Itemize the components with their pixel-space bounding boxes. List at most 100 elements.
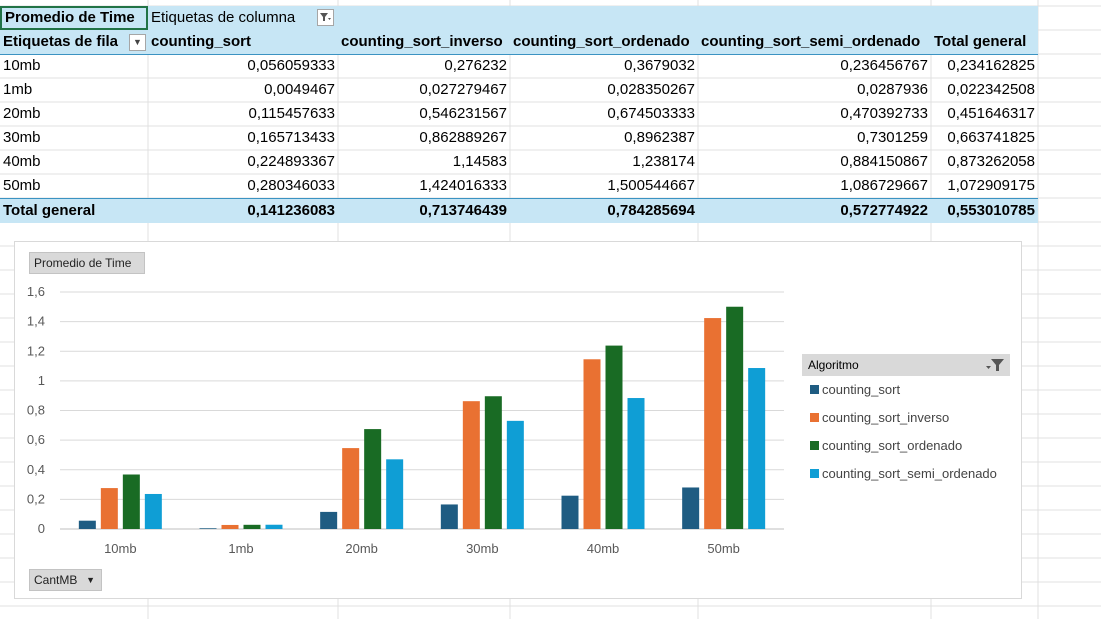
value-cell[interactable]: 0,115457633 <box>248 105 335 122</box>
column-header-semi-ordenado: counting_sort_semi_ordenado <box>701 33 921 50</box>
value-cell[interactable]: 0,234162825 <box>947 57 1035 74</box>
bar-counting-sort-semi-ordenado[interactable] <box>144 493 162 529</box>
bar-counting-sort[interactable] <box>199 528 217 529</box>
legend-field-button[interactable]: Algoritmo <box>802 354 1010 376</box>
value-cell[interactable]: 1,14583 <box>452 153 507 170</box>
column-header-total: Total general <box>934 33 1027 50</box>
value-cell[interactable]: 0,713746439 <box>419 202 507 219</box>
value-cell[interactable]: 0,0287936 <box>857 81 928 98</box>
value-cell[interactable]: 0,224893367 <box>247 153 335 170</box>
value-cell[interactable]: 1,238174 <box>632 153 695 170</box>
legend-item[interactable]: counting_sort_inverso <box>810 410 949 426</box>
value-cell[interactable]: 1,072909175 <box>947 177 1035 194</box>
value-cell[interactable]: 0,8962387 <box>624 129 695 146</box>
bar-counting-sort-ordenado[interactable] <box>484 396 502 529</box>
value-cell[interactable]: 0,0049467 <box>264 81 335 98</box>
row-label[interactable]: Total general <box>3 202 96 219</box>
value-cell[interactable]: 0,674503333 <box>607 105 695 122</box>
bar-counting-sort[interactable] <box>682 487 700 529</box>
bar-counting-sort[interactable] <box>561 495 579 529</box>
filter-icon <box>985 357 1005 380</box>
legend-item[interactable]: counting_sort <box>810 382 900 398</box>
row-label[interactable]: 20mb <box>3 105 41 122</box>
row-label[interactable]: 30mb <box>3 129 41 146</box>
bar-counting-sort[interactable] <box>320 511 338 529</box>
bar-counting-sort-inverso[interactable] <box>100 488 118 529</box>
row-labels-dropdown-icon[interactable]: ▼ <box>129 34 146 51</box>
value-cell[interactable]: 0,056059333 <box>247 57 335 74</box>
legend-swatch <box>810 469 819 479</box>
y-tick-label: 1,6 <box>27 284 45 299</box>
value-cell[interactable]: 0,572774922 <box>840 202 928 219</box>
bar-counting-sort-semi-ordenado[interactable] <box>627 398 645 529</box>
column-filter-icon[interactable] <box>317 9 334 26</box>
row-label[interactable]: 1mb <box>3 81 33 98</box>
value-cell[interactable]: 0,873262058 <box>947 153 1035 170</box>
bar-counting-sort[interactable] <box>78 520 96 529</box>
pivot-header-row-1: Promedio de Time Etiquetas de columna <box>0 6 1038 30</box>
value-cell[interactable]: 1,086729667 <box>840 177 928 194</box>
x-tick-label: 30mb <box>466 541 499 556</box>
legend-item[interactable]: counting_sort_ordenado <box>810 438 962 454</box>
bar-counting-sort-ordenado[interactable] <box>243 524 261 529</box>
value-cell[interactable]: 0,470392733 <box>840 105 928 122</box>
bar-counting-sort-ordenado[interactable] <box>605 345 623 529</box>
bar-counting-sort-ordenado[interactable] <box>726 306 744 529</box>
value-cell[interactable]: 0,028350267 <box>607 81 695 98</box>
value-cell[interactable]: 0,451646317 <box>947 105 1035 122</box>
value-cell[interactable]: 0,553010785 <box>947 202 1035 219</box>
value-field-button[interactable]: Promedio de Time <box>29 252 145 274</box>
table-row: 1mb 0,0049467 0,027279467 0,028350267 0,0287… <box>0 78 1038 102</box>
row-label[interactable]: 10mb <box>3 57 41 74</box>
y-tick-label: 0,6 <box>27 432 45 447</box>
value-cell[interactable]: 0,663741825 <box>947 129 1035 146</box>
column-labels-cell[interactable]: Etiquetas de columna <box>151 9 296 26</box>
legend-swatch <box>810 413 819 423</box>
bar-counting-sort-inverso[interactable] <box>342 448 360 529</box>
column-header-ordenado: counting_sort_ordenado <box>513 33 690 50</box>
value-cell[interactable]: 0,280346033 <box>247 177 335 194</box>
bar-counting-sort[interactable] <box>440 504 458 529</box>
bar-counting-sort-semi-ordenado[interactable] <box>386 459 404 529</box>
bar-counting-sort-ordenado[interactable] <box>122 474 140 529</box>
pivot-header-row-2: Etiquetas de fila ▼ counting_sort counti… <box>0 30 1038 55</box>
value-cell[interactable]: 0,7301259 <box>857 129 928 146</box>
axis-field-button[interactable]: CantMB ▼ <box>29 569 102 591</box>
bar-counting-sort-inverso[interactable] <box>462 401 480 529</box>
value-cell[interactable]: 0,236456767 <box>840 57 928 74</box>
y-tick-label: 0 <box>38 521 45 536</box>
row-labels-cell[interactable]: Etiquetas de fila <box>3 33 119 50</box>
column-header-inverso: counting_sort_inverso <box>341 33 503 50</box>
value-cell[interactable]: 1,500544667 <box>607 177 695 194</box>
value-cell[interactable]: 0,546231567 <box>419 105 507 122</box>
table-row: 40mb 0,224893367 1,14583 1,238174 0,88415086… <box>0 150 1038 174</box>
legend-label: counting_sort_semi_ordenado <box>822 466 997 481</box>
pivot-chart[interactable]: 0 0,2 0,4 0,6 0,8 1 1,2 1,4 1,6 10mb 1mb 20mb 30mb 40… <box>14 241 1022 599</box>
value-cell[interactable]: 0,276232 <box>444 57 507 74</box>
table-row: 30mb 0,165713433 0,862889267 0,8962387 0,730… <box>0 126 1038 150</box>
value-cell[interactable]: 0,784285694 <box>607 202 695 219</box>
value-cell[interactable]: 0,862889267 <box>419 129 507 146</box>
x-tick-label: 50mb <box>707 541 740 556</box>
bar-counting-sort-inverso[interactable] <box>583 359 601 529</box>
value-cell[interactable]: 0,165713433 <box>247 129 335 146</box>
value-field-cell[interactable]: Promedio de Time <box>0 6 148 30</box>
value-cell[interactable]: 0,022342508 <box>947 81 1035 98</box>
row-label[interactable]: 40mb <box>3 153 41 170</box>
legend-item[interactable]: counting_sort_semi_ordenado <box>810 466 997 482</box>
value-cell[interactable]: 0,027279467 <box>419 81 507 98</box>
table-row: 50mb 0,280346033 1,424016333 1,500544667 1,0… <box>0 174 1038 198</box>
bar-counting-sort-inverso[interactable] <box>221 524 239 529</box>
bar-counting-sort-semi-ordenado[interactable] <box>748 368 766 529</box>
value-cell[interactable]: 1,424016333 <box>419 177 507 194</box>
value-cell[interactable]: 0,884150867 <box>840 153 928 170</box>
value-cell[interactable]: 0,141236083 <box>247 202 335 219</box>
x-tick-label: 40mb <box>587 541 620 556</box>
bar-counting-sort-inverso[interactable] <box>704 318 722 529</box>
bar-counting-sort-semi-ordenado[interactable] <box>265 524 283 529</box>
value-cell[interactable]: 0,3679032 <box>624 57 695 74</box>
bar-counting-sort-ordenado[interactable] <box>364 429 382 529</box>
bar-counting-sort-semi-ordenado[interactable] <box>506 420 524 529</box>
legend-label: counting_sort_inverso <box>822 410 950 425</box>
row-label[interactable]: 50mb <box>3 177 41 194</box>
